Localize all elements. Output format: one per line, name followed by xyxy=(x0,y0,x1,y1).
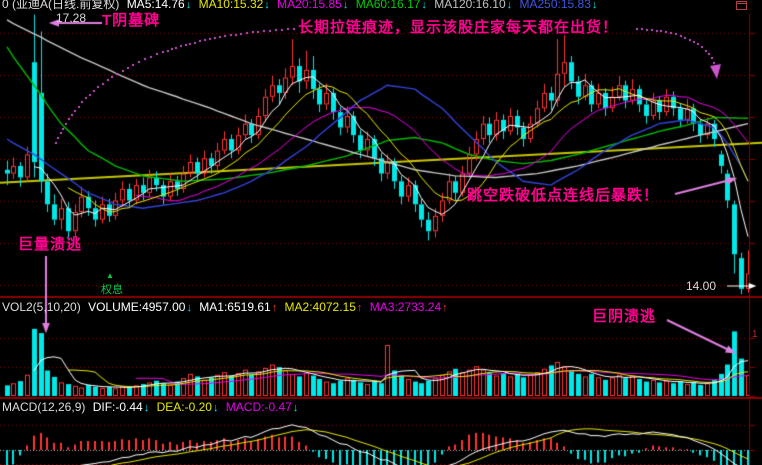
vol-ma2-value: MA2:4072.15 xyxy=(284,300,356,314)
down-arrow-icon: ↓ xyxy=(292,402,299,414)
axis-scale-label: 1 xyxy=(752,329,758,340)
down-arrow-icon: ↓ xyxy=(342,0,349,11)
down-arrow-icon: ↓ xyxy=(143,402,150,414)
down-arrow-icon: ↓ xyxy=(264,0,270,11)
price-high-label: 17.28 xyxy=(56,11,87,25)
macd-header: MACD(12,26,9) DIF:-0.44↓ DEA:-0.20↓ MACD… xyxy=(2,400,302,415)
volume-header: VOL2(5,10,20) VOLUME:4957.00↓ MA1:6519.6… xyxy=(2,300,452,315)
up-arrow-icon: ↑ xyxy=(271,302,278,314)
volume-indicator-label: VOL2(5,10,20) xyxy=(2,300,81,314)
ma120-value: MA120:16.10 xyxy=(434,0,506,11)
down-arrow-icon: ↓ xyxy=(591,0,598,11)
dif-value: DIF:-0.44 xyxy=(92,400,143,414)
price-low-label: 14.00 xyxy=(686,279,717,293)
up-arrow-icon: ↑ xyxy=(442,302,448,314)
ma10-value: MA10:15.32 xyxy=(198,0,264,11)
down-arrow-icon: ↓ xyxy=(506,0,513,11)
ma60-value: MA60:16.17 xyxy=(355,0,421,11)
stock-title: 0 (亚迪A(日线.前复权) xyxy=(2,0,120,11)
macd-value: MACD:-0.47 xyxy=(225,400,292,414)
annotation-gap-crash: 跳空跌破低点连线后暴跌！ xyxy=(467,187,660,204)
vol-ma1-value: MA1:6519.61 xyxy=(199,300,271,314)
ma5-value: MA5:14.76 xyxy=(126,0,185,11)
rights-marker-icon[interactable]: ▲ xyxy=(106,271,114,280)
dea-value: DEA:-0.20 xyxy=(156,400,212,414)
volume-value: VOLUME:4957.00 xyxy=(88,300,186,314)
down-arrow-icon: ↓ xyxy=(421,0,427,11)
annotation-volume-flee: 巨量溃逃 xyxy=(18,236,83,253)
rights-label[interactable]: 权息 xyxy=(101,284,123,296)
window-restore-icon[interactable] xyxy=(736,1,747,10)
down-arrow-icon: ↓ xyxy=(186,302,192,314)
macd-indicator-label: MACD(12,26,9) xyxy=(2,400,86,414)
annotation-dark-candle-flee: 巨阴溃逃 xyxy=(592,308,657,325)
annotation-zipper: 长期拉链痕迹，显示该股庄家每天都在出货！ xyxy=(298,19,619,36)
ma250-value: MA250:15.83 xyxy=(519,0,591,11)
ma20-value: MA20:15.85 xyxy=(277,0,342,11)
up-arrow-icon: ↑ xyxy=(356,302,363,314)
vol-ma3-value: MA3:2733.24 xyxy=(369,300,442,314)
price-header: 0 (亚迪A(日线.前复权) MA5:14.76↓ MA10:15.32↓ MA… xyxy=(2,0,601,12)
annotation-gravestone: T阴墓碑 xyxy=(102,12,161,29)
down-arrow-icon: ↓ xyxy=(212,402,219,414)
down-arrow-icon: ↓ xyxy=(185,0,192,11)
